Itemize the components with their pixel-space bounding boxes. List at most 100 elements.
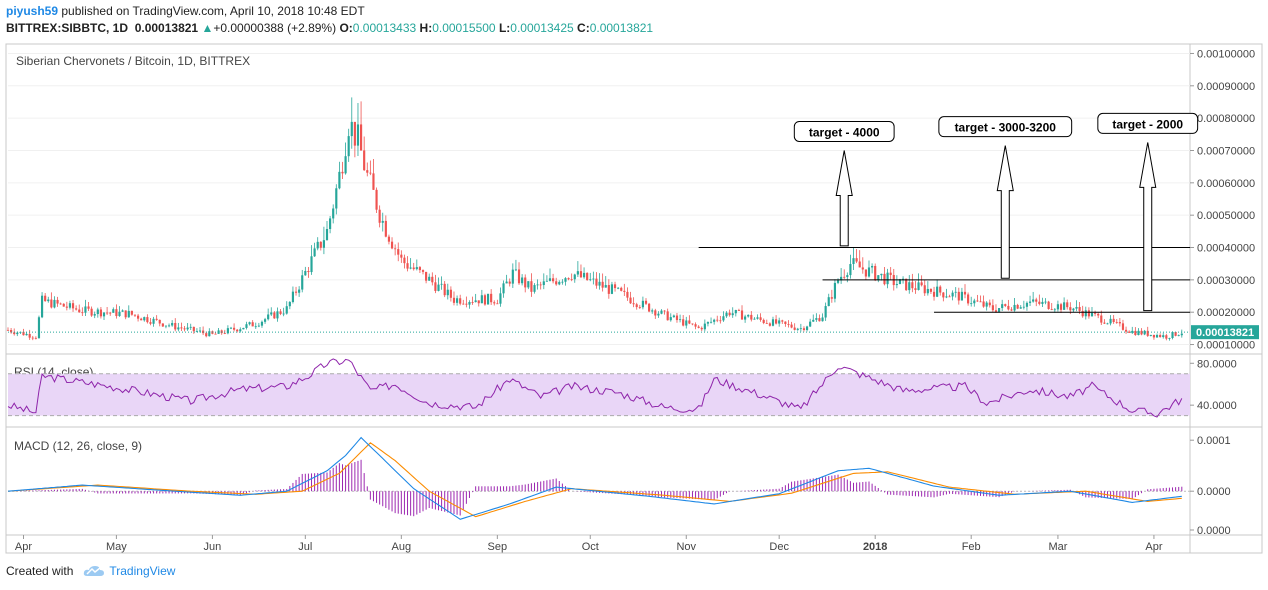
- candle-body: [1137, 330, 1140, 336]
- candle-body: [496, 303, 499, 305]
- candle-body: [849, 264, 852, 276]
- candle-body: [90, 308, 93, 316]
- time-tick-label: Jun: [204, 541, 222, 553]
- time-tick-label: Apr: [1145, 541, 1162, 553]
- time-tick-label: Nov: [676, 541, 696, 553]
- candle-body: [412, 267, 415, 270]
- candle-body: [836, 280, 840, 283]
- candle-body: [573, 274, 576, 280]
- candle-body: [282, 313, 285, 315]
- candle-body: [579, 271, 583, 278]
- candle-body: [663, 310, 666, 312]
- candle-body: [880, 273, 883, 276]
- support-resistance-lines: [698, 247, 1190, 313]
- candle-body: [765, 322, 768, 324]
- candle-body: [877, 275, 880, 281]
- annotation-label: target - 3000-3200: [955, 121, 1057, 135]
- candle-body: [350, 121, 353, 137]
- candle-body: [406, 263, 409, 269]
- candle-body: [87, 306, 90, 309]
- change-up-icon: ▲: [201, 21, 214, 35]
- candle-body: [911, 282, 914, 289]
- candle-body: [198, 330, 202, 332]
- last-price-badge: [1191, 325, 1259, 340]
- candle-body: [787, 323, 790, 325]
- candle-body: [205, 333, 208, 337]
- candle-body: [561, 281, 564, 283]
- candle-body: [16, 332, 19, 335]
- candle-body: [926, 288, 929, 294]
- candle-body: [846, 275, 849, 278]
- annotation-label: target - 2000: [1112, 117, 1183, 131]
- candle-body: [638, 307, 641, 308]
- candle-body: [437, 284, 440, 291]
- candle-body: [1028, 301, 1032, 303]
- candle-body: [997, 308, 1001, 312]
- candle-body: [762, 319, 765, 323]
- candle-body: [1094, 312, 1097, 314]
- candle-body: [1128, 331, 1131, 333]
- candle-body: [514, 269, 518, 271]
- candle-body: [1174, 332, 1177, 336]
- candle-body: [96, 309, 99, 315]
- candle-body: [744, 316, 747, 320]
- candle-body: [905, 278, 908, 291]
- candle-body: [62, 303, 65, 307]
- candle-body: [917, 282, 920, 290]
- macd-pane: 0.0001 0.0000 0.0000: [7, 435, 1231, 537]
- candle-body: [635, 304, 638, 308]
- candle-body: [1097, 313, 1100, 316]
- candle-body: [1075, 307, 1078, 309]
- price-tick-label: 0.00040000: [1197, 243, 1255, 255]
- candle-body: [56, 299, 59, 304]
- candle-body: [564, 278, 567, 282]
- time-tick-label: Dec: [769, 541, 789, 553]
- author-name[interactable]: piyush59: [6, 4, 59, 18]
- candle-body: [171, 322, 174, 326]
- candle-body: [728, 312, 731, 316]
- candle-body: [979, 301, 982, 303]
- candle-body: [805, 326, 809, 330]
- candle-body: [691, 323, 694, 325]
- candle-body: [474, 300, 477, 303]
- candle-body: [1100, 315, 1103, 323]
- candle-body: [613, 284, 617, 289]
- candle-body: [709, 321, 713, 323]
- candle-body: [301, 275, 304, 290]
- candle-body: [1041, 301, 1044, 304]
- candle-body: [530, 281, 533, 292]
- candle-body: [539, 284, 542, 286]
- macd-signal-line: [7, 442, 1182, 518]
- candle-body: [923, 285, 926, 294]
- candle-body: [359, 124, 363, 151]
- time-tick-label: Feb: [962, 541, 981, 553]
- footer: Created with TradingView: [6, 564, 175, 578]
- chart-header: piyush59 published on TradingView.com, A…: [6, 3, 1262, 37]
- candle-body: [719, 320, 722, 322]
- candle-body: [71, 303, 75, 309]
- trading-chart[interactable]: Siberian Chervonets / Bitcoin, 1D, BITTR…: [0, 41, 1268, 556]
- macd-pane-title: MACD (12, 26, close, 9): [14, 439, 142, 453]
- candle-body: [936, 286, 939, 297]
- candle-body: [112, 309, 115, 313]
- candle-body: [366, 170, 369, 173]
- candle-body: [778, 320, 781, 324]
- candle-body: [465, 303, 468, 305]
- candle-body: [963, 291, 967, 295]
- candle-body: [415, 267, 418, 270]
- time-tick-label: 2018: [863, 541, 887, 553]
- candle-body: [660, 310, 663, 314]
- candle-body: [118, 311, 121, 317]
- candle-body: [669, 317, 672, 321]
- candle-body: [10, 330, 13, 333]
- candle-body: [558, 281, 561, 285]
- price-tick-label: 0.00060000: [1197, 178, 1255, 190]
- candle-body: [1131, 330, 1134, 333]
- candle-body: [53, 299, 56, 308]
- candle-body: [1159, 335, 1162, 338]
- candle-body: [40, 295, 44, 318]
- candle-body: [335, 188, 338, 209]
- last-price-label: 0.00013821: [1196, 327, 1254, 339]
- tradingview-logo[interactable]: TradingView: [83, 564, 175, 578]
- candle-body: [50, 299, 53, 308]
